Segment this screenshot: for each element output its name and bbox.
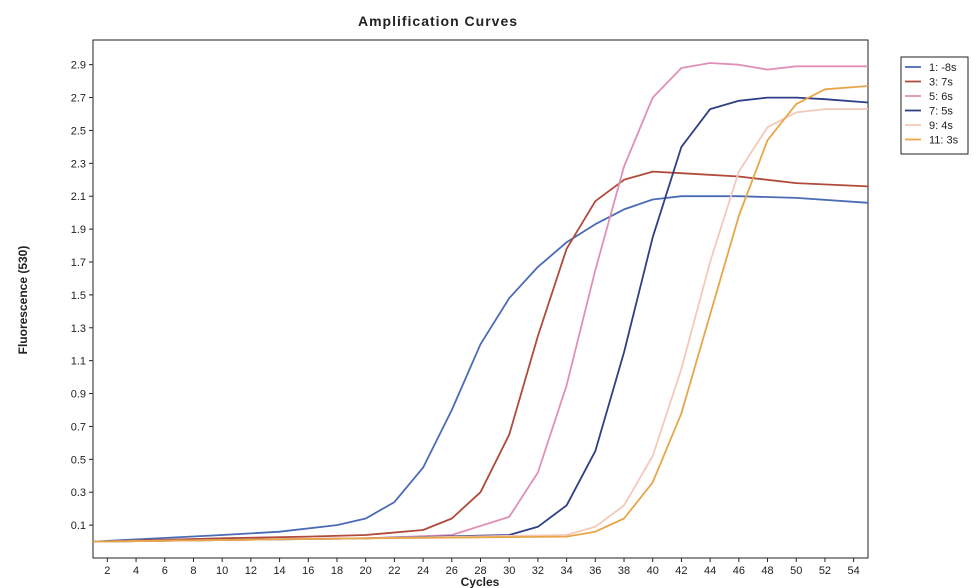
legend-label-1: 3: 7s bbox=[929, 77, 953, 89]
series-line-4 bbox=[92, 108, 868, 543]
x-tick-label: 10 bbox=[216, 565, 228, 577]
x-axis-label: Cycles bbox=[461, 575, 500, 588]
x-tick-label: 16 bbox=[302, 565, 314, 577]
y-tick-label: 1.5 bbox=[71, 290, 86, 302]
x-axis-ticks: 2 4 6 8 10 12 14 16 18 20 22 24 26 28 30 32 34 36 38 40 42 44… bbox=[104, 558, 860, 577]
x-tick-label: 32 bbox=[532, 565, 544, 577]
y-tick-label: 0.1 bbox=[71, 520, 86, 532]
x-tick-label: 34 bbox=[560, 565, 572, 577]
chart-title: Amplification Curves bbox=[358, 13, 518, 29]
legend-label-3: 7: 5s bbox=[929, 106, 953, 118]
legend-label-4: 9: 4s bbox=[929, 120, 953, 132]
x-tick-label: 14 bbox=[273, 565, 285, 577]
y-axis-ticks: 0.1 0.3 0.5 0.7 0.9 1.1 1.3 1.5 1.7 1.9 2.1 2.3 2.5 2… bbox=[71, 60, 93, 532]
x-tick-label: 18 bbox=[331, 565, 343, 577]
x-tick-label: 44 bbox=[704, 565, 716, 577]
x-tick-label: 6 bbox=[162, 565, 168, 577]
series-line-3 bbox=[92, 96, 869, 543]
x-tick-label: 8 bbox=[190, 565, 196, 577]
y-tick-label: 1.1 bbox=[71, 356, 86, 368]
series-lines bbox=[92, 62, 869, 543]
x-tick-label: 30 bbox=[503, 565, 515, 577]
y-tick-label: 1.7 bbox=[71, 257, 86, 269]
legend-label-5: 11: 3s bbox=[929, 135, 959, 147]
x-tick-label: 26 bbox=[446, 565, 458, 577]
plot-area bbox=[92, 39, 869, 559]
x-tick-label: 36 bbox=[589, 565, 601, 577]
y-tick-label: 0.7 bbox=[71, 421, 86, 433]
x-tick-label: 2 bbox=[104, 565, 110, 577]
y-tick-label: 1.3 bbox=[71, 323, 86, 335]
series-line-1 bbox=[92, 170, 869, 543]
x-tick-label: 24 bbox=[417, 565, 429, 577]
y-tick-label: 0.3 bbox=[71, 487, 86, 499]
series-line-5 bbox=[92, 85, 869, 543]
y-tick-label: 2.1 bbox=[71, 191, 86, 203]
legend-label-2: 5: 6s bbox=[929, 91, 953, 103]
legend-box bbox=[900, 56, 969, 155]
y-tick-label: 0.9 bbox=[71, 389, 86, 401]
x-tick-label: 20 bbox=[360, 565, 372, 577]
series-line-0 bbox=[92, 195, 869, 543]
x-tick-label: 52 bbox=[819, 565, 831, 577]
x-tick-label: 50 bbox=[790, 565, 802, 577]
x-tick-label: 12 bbox=[245, 565, 257, 577]
x-tick-label: 42 bbox=[675, 565, 687, 577]
x-tick-label: 48 bbox=[761, 565, 773, 577]
x-tick-label: 22 bbox=[388, 565, 400, 577]
x-tick-label: 46 bbox=[733, 565, 745, 577]
legend-label-0: 1: -8s bbox=[929, 62, 957, 74]
y-tick-label: 2.7 bbox=[71, 93, 86, 105]
x-tick-label: 38 bbox=[618, 565, 630, 577]
legend: 1: -8s 3: 7s 5: 6s 7: 5s 9: 4s 11: 3s bbox=[900, 56, 969, 155]
series-line-2 bbox=[92, 62, 868, 543]
x-tick-label: 40 bbox=[647, 565, 659, 577]
x-tick-label: 54 bbox=[848, 565, 860, 577]
y-axis-label: Fluorescence (530) bbox=[16, 246, 30, 355]
x-tick-label: 4 bbox=[133, 565, 139, 577]
x-tick-label: 28 bbox=[474, 565, 486, 577]
y-tick-label: 1.9 bbox=[71, 224, 86, 236]
y-tick-label: 2.5 bbox=[71, 125, 86, 137]
y-tick-label: 2.3 bbox=[71, 158, 86, 170]
y-tick-label: 2.9 bbox=[71, 60, 86, 72]
y-tick-label: 0.5 bbox=[71, 454, 86, 466]
